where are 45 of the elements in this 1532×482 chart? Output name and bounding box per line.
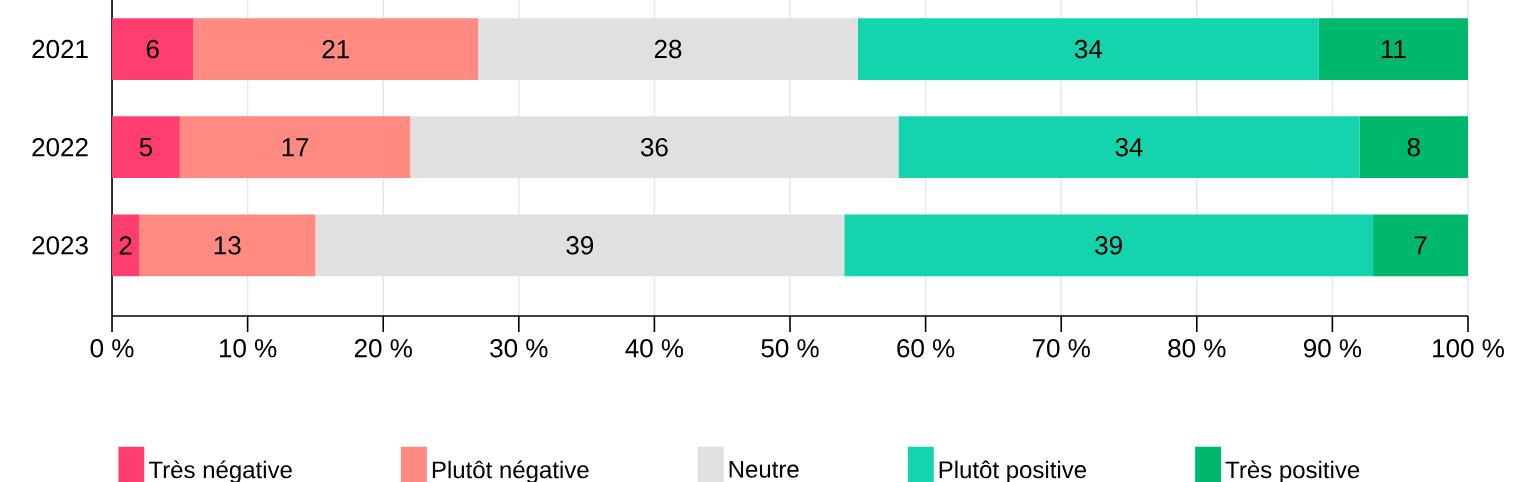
data-label: 21 (322, 39, 349, 59)
x-tick-label: 100 % (1433, 339, 1504, 358)
data-label: 34 (1115, 137, 1143, 157)
data-label: 34 (1074, 39, 1103, 59)
data-label: 17 (282, 138, 309, 157)
x-tick-label: 50 % (761, 339, 819, 358)
bar (478, 18, 858, 80)
x-tick-label: 0 % (90, 339, 134, 358)
x-tick-label: 40 % (625, 339, 684, 358)
bar (844, 214, 1374, 277)
y-tick-label: 2021 (32, 39, 88, 59)
x-tick-label: 70 % (1032, 339, 1090, 358)
data-label: 28 (654, 39, 682, 59)
bar (898, 116, 1360, 179)
x-tick-label: 80 % (1168, 339, 1226, 358)
bar (193, 18, 479, 80)
bar (112, 18, 194, 80)
data-label: 8 (1407, 137, 1420, 157)
x-tick-label: 10 % (219, 339, 277, 358)
bar (1359, 116, 1468, 179)
data-label: 13 (214, 236, 241, 255)
x-tick-label: 30 % (490, 339, 548, 358)
y-tick-label: 2023 (32, 236, 88, 255)
bar (410, 116, 899, 179)
bar (112, 116, 180, 179)
x-tick-label: 60 % (897, 339, 955, 358)
data-label: 5 (139, 138, 153, 157)
legend-label: Neutre (729, 461, 799, 478)
data-label: 7 (1414, 236, 1427, 255)
data-label: 11 (1381, 40, 1406, 59)
bar (112, 214, 140, 277)
bar (139, 214, 316, 277)
bar (857, 18, 1319, 80)
data-label: 39 (566, 236, 594, 255)
data-label: 6 (146, 39, 159, 59)
bar (1373, 214, 1468, 277)
y-tick-label: 2022 (32, 138, 88, 157)
data-label: 36 (640, 137, 668, 157)
bar (179, 116, 411, 179)
x-tick-label: 20 % (354, 339, 412, 358)
bar (315, 214, 845, 277)
data-label: 39 (1095, 236, 1122, 255)
bar (1318, 18, 1468, 80)
data-label: 2 (119, 236, 132, 255)
x-tick-label: 90 % (1303, 339, 1362, 358)
